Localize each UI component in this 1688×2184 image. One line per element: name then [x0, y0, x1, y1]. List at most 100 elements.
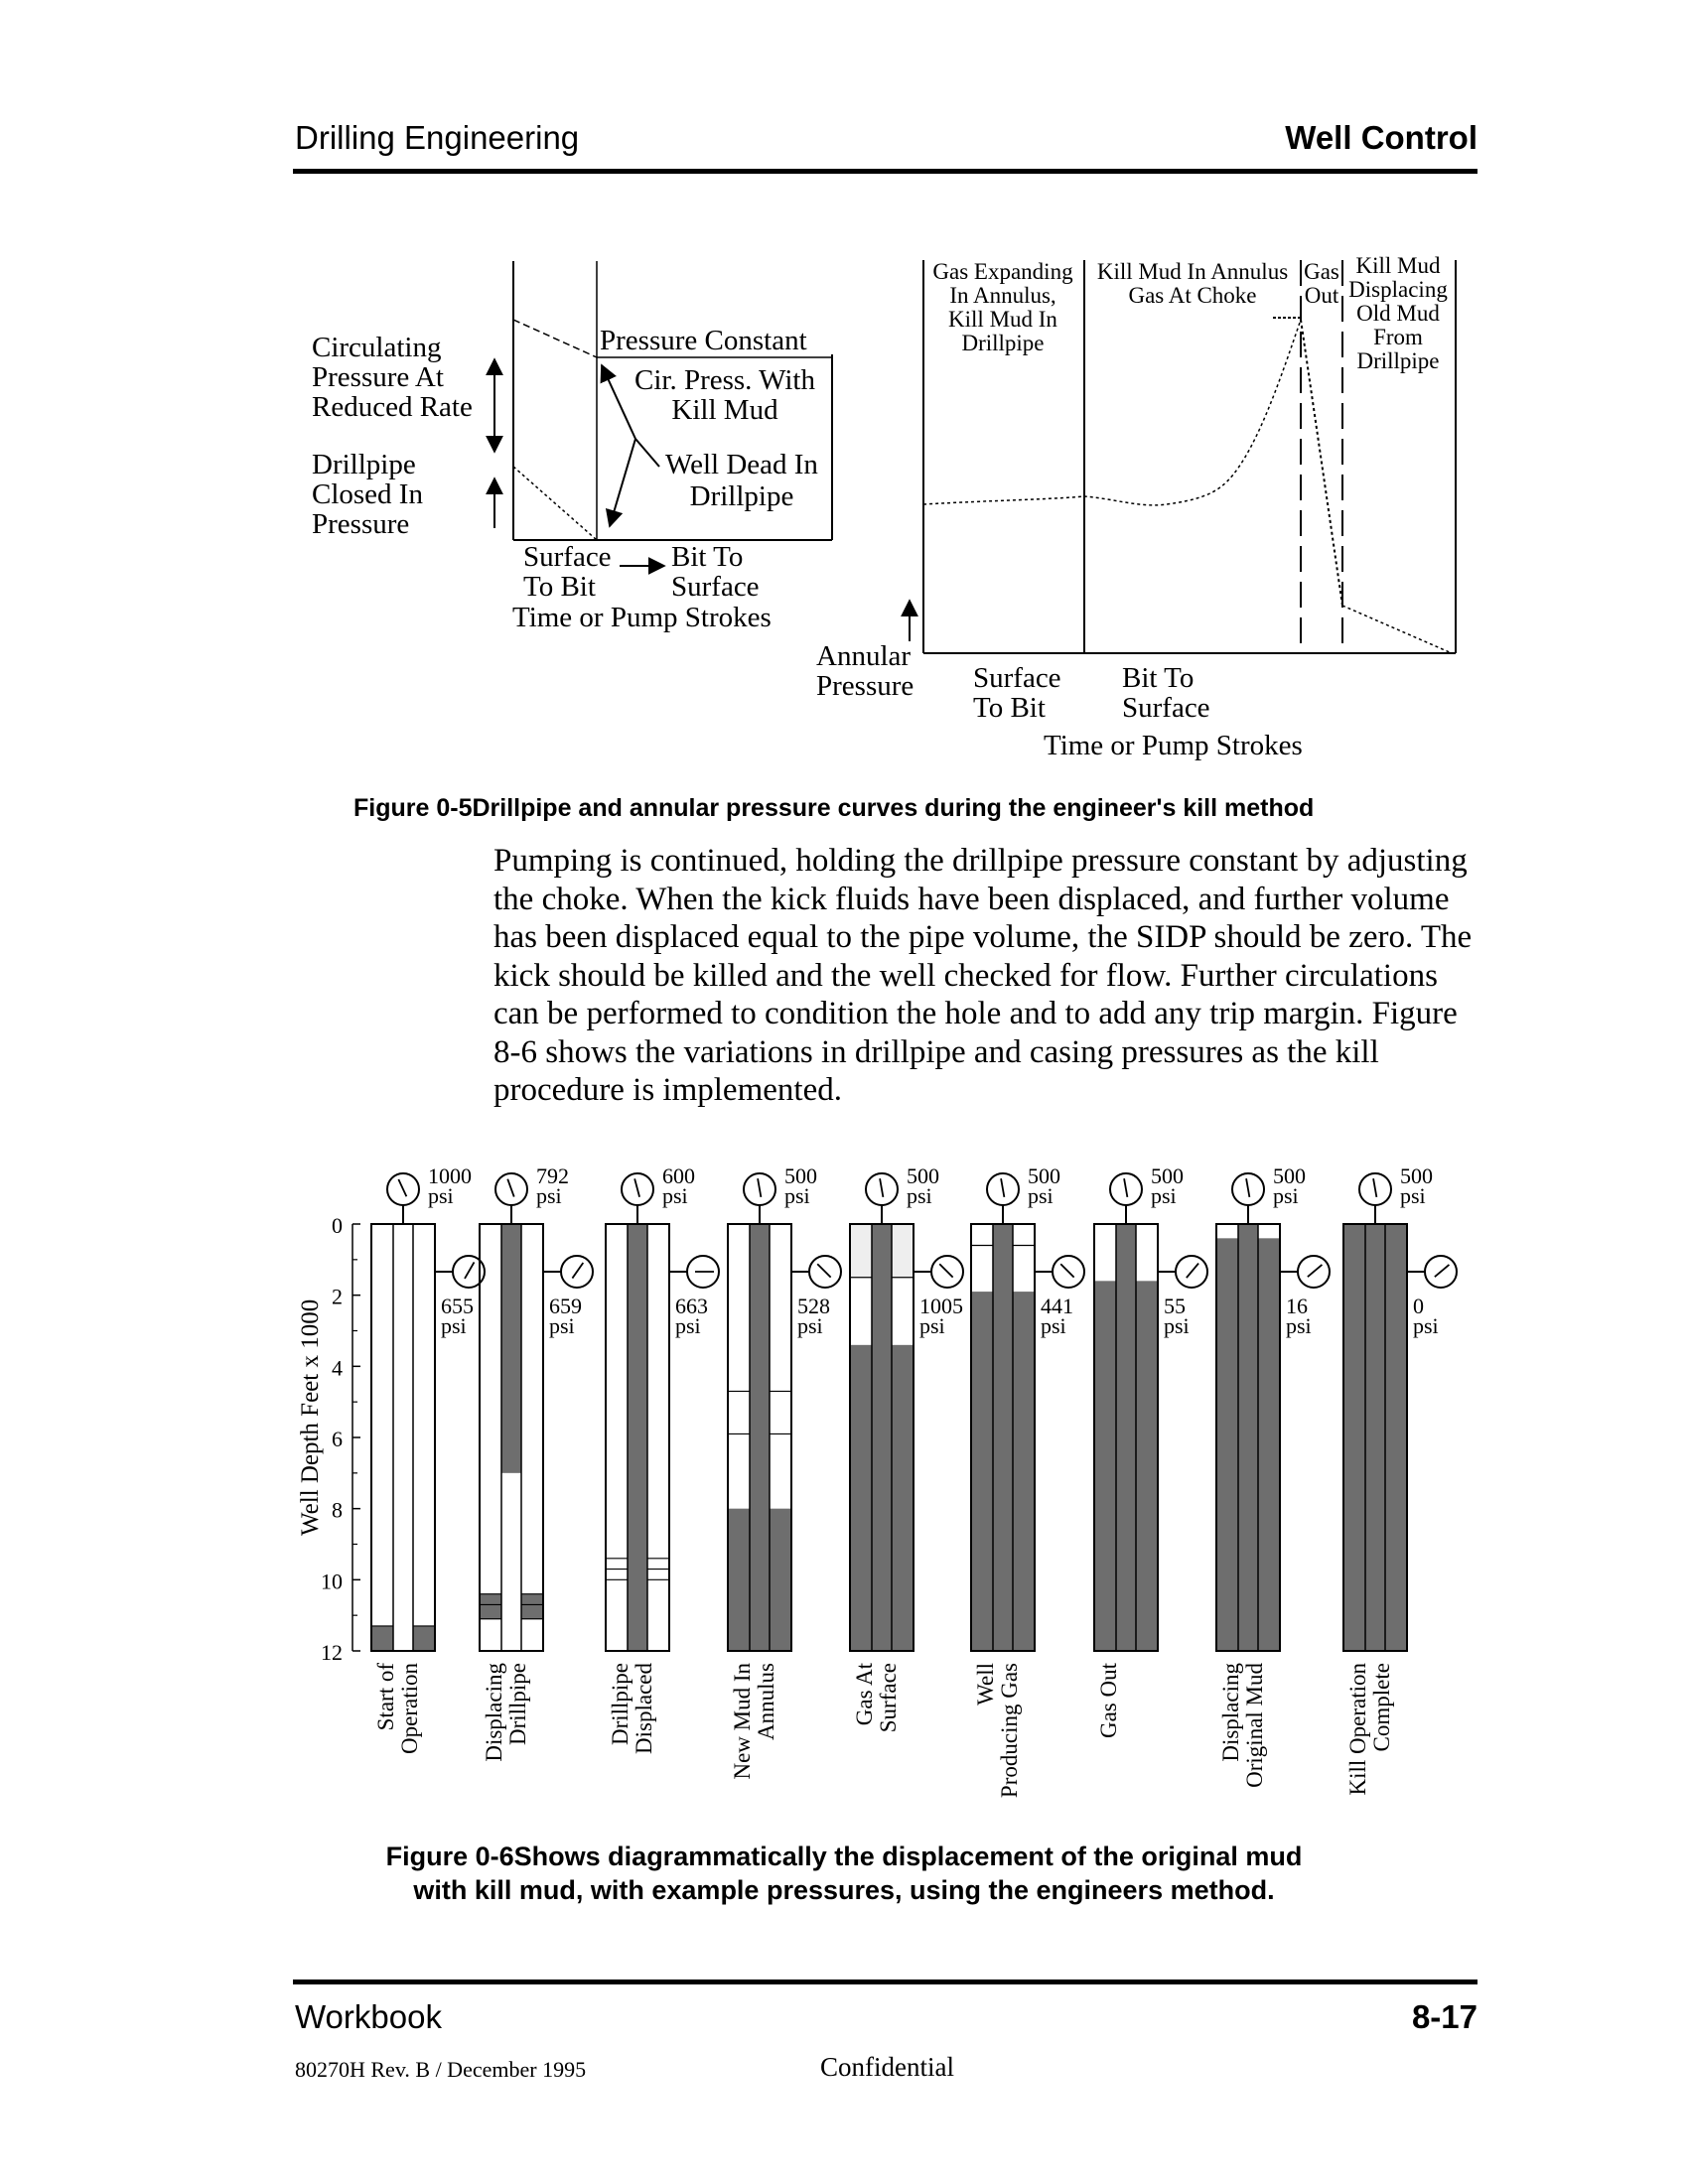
depth-tick-label: 12: [321, 1640, 343, 1665]
svg-text:500: 500: [1028, 1163, 1060, 1188]
stage-label: Start of: [373, 1663, 398, 1731]
casing-pressure: 441: [1041, 1294, 1073, 1318]
drillpipe-mud: [501, 1224, 521, 1473]
psi-unit: psi: [1041, 1313, 1066, 1338]
stage-label: Gas At: [852, 1662, 877, 1725]
casing-pressure: 528: [797, 1294, 830, 1318]
svg-text:psi: psi: [428, 1183, 454, 1208]
stage-label: Displaced: [632, 1663, 656, 1754]
stage-label: Well: [973, 1663, 998, 1706]
svg-text:psi: psi: [1400, 1183, 1426, 1208]
stage-label: Displacing: [1218, 1663, 1243, 1762]
casing-pressure: 655: [441, 1294, 474, 1318]
svg-text:psi: psi: [1028, 1183, 1054, 1208]
pressure-constant-label: Pressure Constant: [600, 325, 807, 356]
annulus-mud-right: [1385, 1224, 1407, 1651]
drillpipe-mud: [1365, 1224, 1385, 1651]
body-paragraph: Pumping is continued, holding the drillp…: [493, 843, 1473, 1108]
drillpipe-pressure: 500: [784, 1163, 817, 1188]
drillpipe-mud: [872, 1224, 892, 1651]
svg-text:1005: 1005: [919, 1294, 963, 1318]
dp-circ-label-2: Pressure At: [312, 361, 444, 393]
annulus-mud-right: [892, 1344, 914, 1651]
casing-pressure: 1005: [919, 1294, 963, 1318]
annulus-mud-right: [413, 1625, 435, 1651]
drillpipe-pressure: 500: [1151, 1163, 1184, 1188]
stage-label: Drillpipe: [505, 1663, 530, 1745]
figure-6-caption: Figure 0-6Shows diagrammatically the dis…: [385, 1842, 1303, 1905]
casing-pressure: 659: [549, 1294, 582, 1318]
psi-unit: psi: [784, 1183, 810, 1208]
depth-tick-label: 4: [332, 1355, 343, 1380]
svg-text:psi: psi: [1164, 1313, 1190, 1338]
psi-unit: psi: [1151, 1183, 1177, 1208]
psi-unit: psi: [675, 1313, 701, 1338]
stage-label: Surface: [876, 1663, 901, 1732]
svg-text:psi: psi: [919, 1313, 945, 1338]
stage-label: Complete: [1369, 1663, 1394, 1751]
svg-text:659: 659: [549, 1294, 582, 1318]
drillpipe-pressure: 792: [536, 1163, 569, 1188]
psi-unit: psi: [536, 1183, 562, 1208]
drillpipe-pressure: 500: [1400, 1163, 1433, 1188]
psi-unit: psi: [428, 1183, 454, 1208]
svg-text:16: 16: [1286, 1294, 1308, 1318]
annulus-mud-right: [770, 1508, 791, 1651]
psi-unit: psi: [1028, 1183, 1054, 1208]
stage-label: Original Mud: [1242, 1663, 1267, 1788]
header-rule: [293, 169, 1477, 174]
drillpipe-pressure: 600: [662, 1163, 695, 1188]
psi-unit: psi: [1164, 1313, 1190, 1338]
footer-workbook: Workbook: [295, 1998, 442, 2035]
annulus-mud-left: [1094, 1281, 1116, 1651]
depth-tick-label: 6: [332, 1427, 343, 1451]
drillpipe-pressure: 1000: [428, 1163, 472, 1188]
casing-pressure: 0: [1413, 1294, 1424, 1318]
svg-text:55: 55: [1164, 1294, 1186, 1318]
annulus-mud-right: [521, 1593, 543, 1619]
annulus-mud-right: [1136, 1281, 1158, 1651]
stage-label: Kill Operation: [1345, 1663, 1370, 1796]
dp-closed-label-1: Drillpipe: [312, 449, 416, 480]
drillpipe-pressure-chart: Circulating Pressure At Reduced Rate Drill…: [312, 261, 833, 633]
figure-5-caption: Figure 0-5Drillpipe and annular pressure…: [353, 794, 1315, 822]
drillpipe-pressure: 500: [907, 1163, 939, 1188]
drillpipe-pressure: 500: [1273, 1163, 1306, 1188]
svg-text:psi: psi: [907, 1183, 932, 1208]
dp-closed-label-2: Closed In: [312, 478, 423, 510]
svg-text:655: 655: [441, 1294, 474, 1318]
footer-revision: 80270H Rev. B / December 1995: [295, 2057, 587, 2082]
svg-text:psi: psi: [1273, 1183, 1299, 1208]
svg-text:psi: psi: [784, 1183, 810, 1208]
svg-text:psi: psi: [662, 1183, 688, 1208]
annulus-mud-right: [1013, 1292, 1035, 1651]
svg-text:psi: psi: [549, 1313, 575, 1338]
psi-unit: psi: [1413, 1313, 1439, 1338]
svg-text:psi: psi: [1041, 1313, 1066, 1338]
annulus-mud-left: [728, 1508, 750, 1651]
svg-text:psi: psi: [1286, 1313, 1312, 1338]
annulus-mud-right: [1258, 1238, 1280, 1651]
dp-xlabel: Time or Pump Strokes: [512, 602, 772, 633]
svg-text:0: 0: [1413, 1294, 1424, 1318]
stage-label: Displacing: [482, 1663, 506, 1762]
annulus-mud-left: [371, 1625, 393, 1651]
annular-pressure-chart: Gas Expanding In Annulus, Kill Mud In Drill…: [816, 253, 1457, 761]
